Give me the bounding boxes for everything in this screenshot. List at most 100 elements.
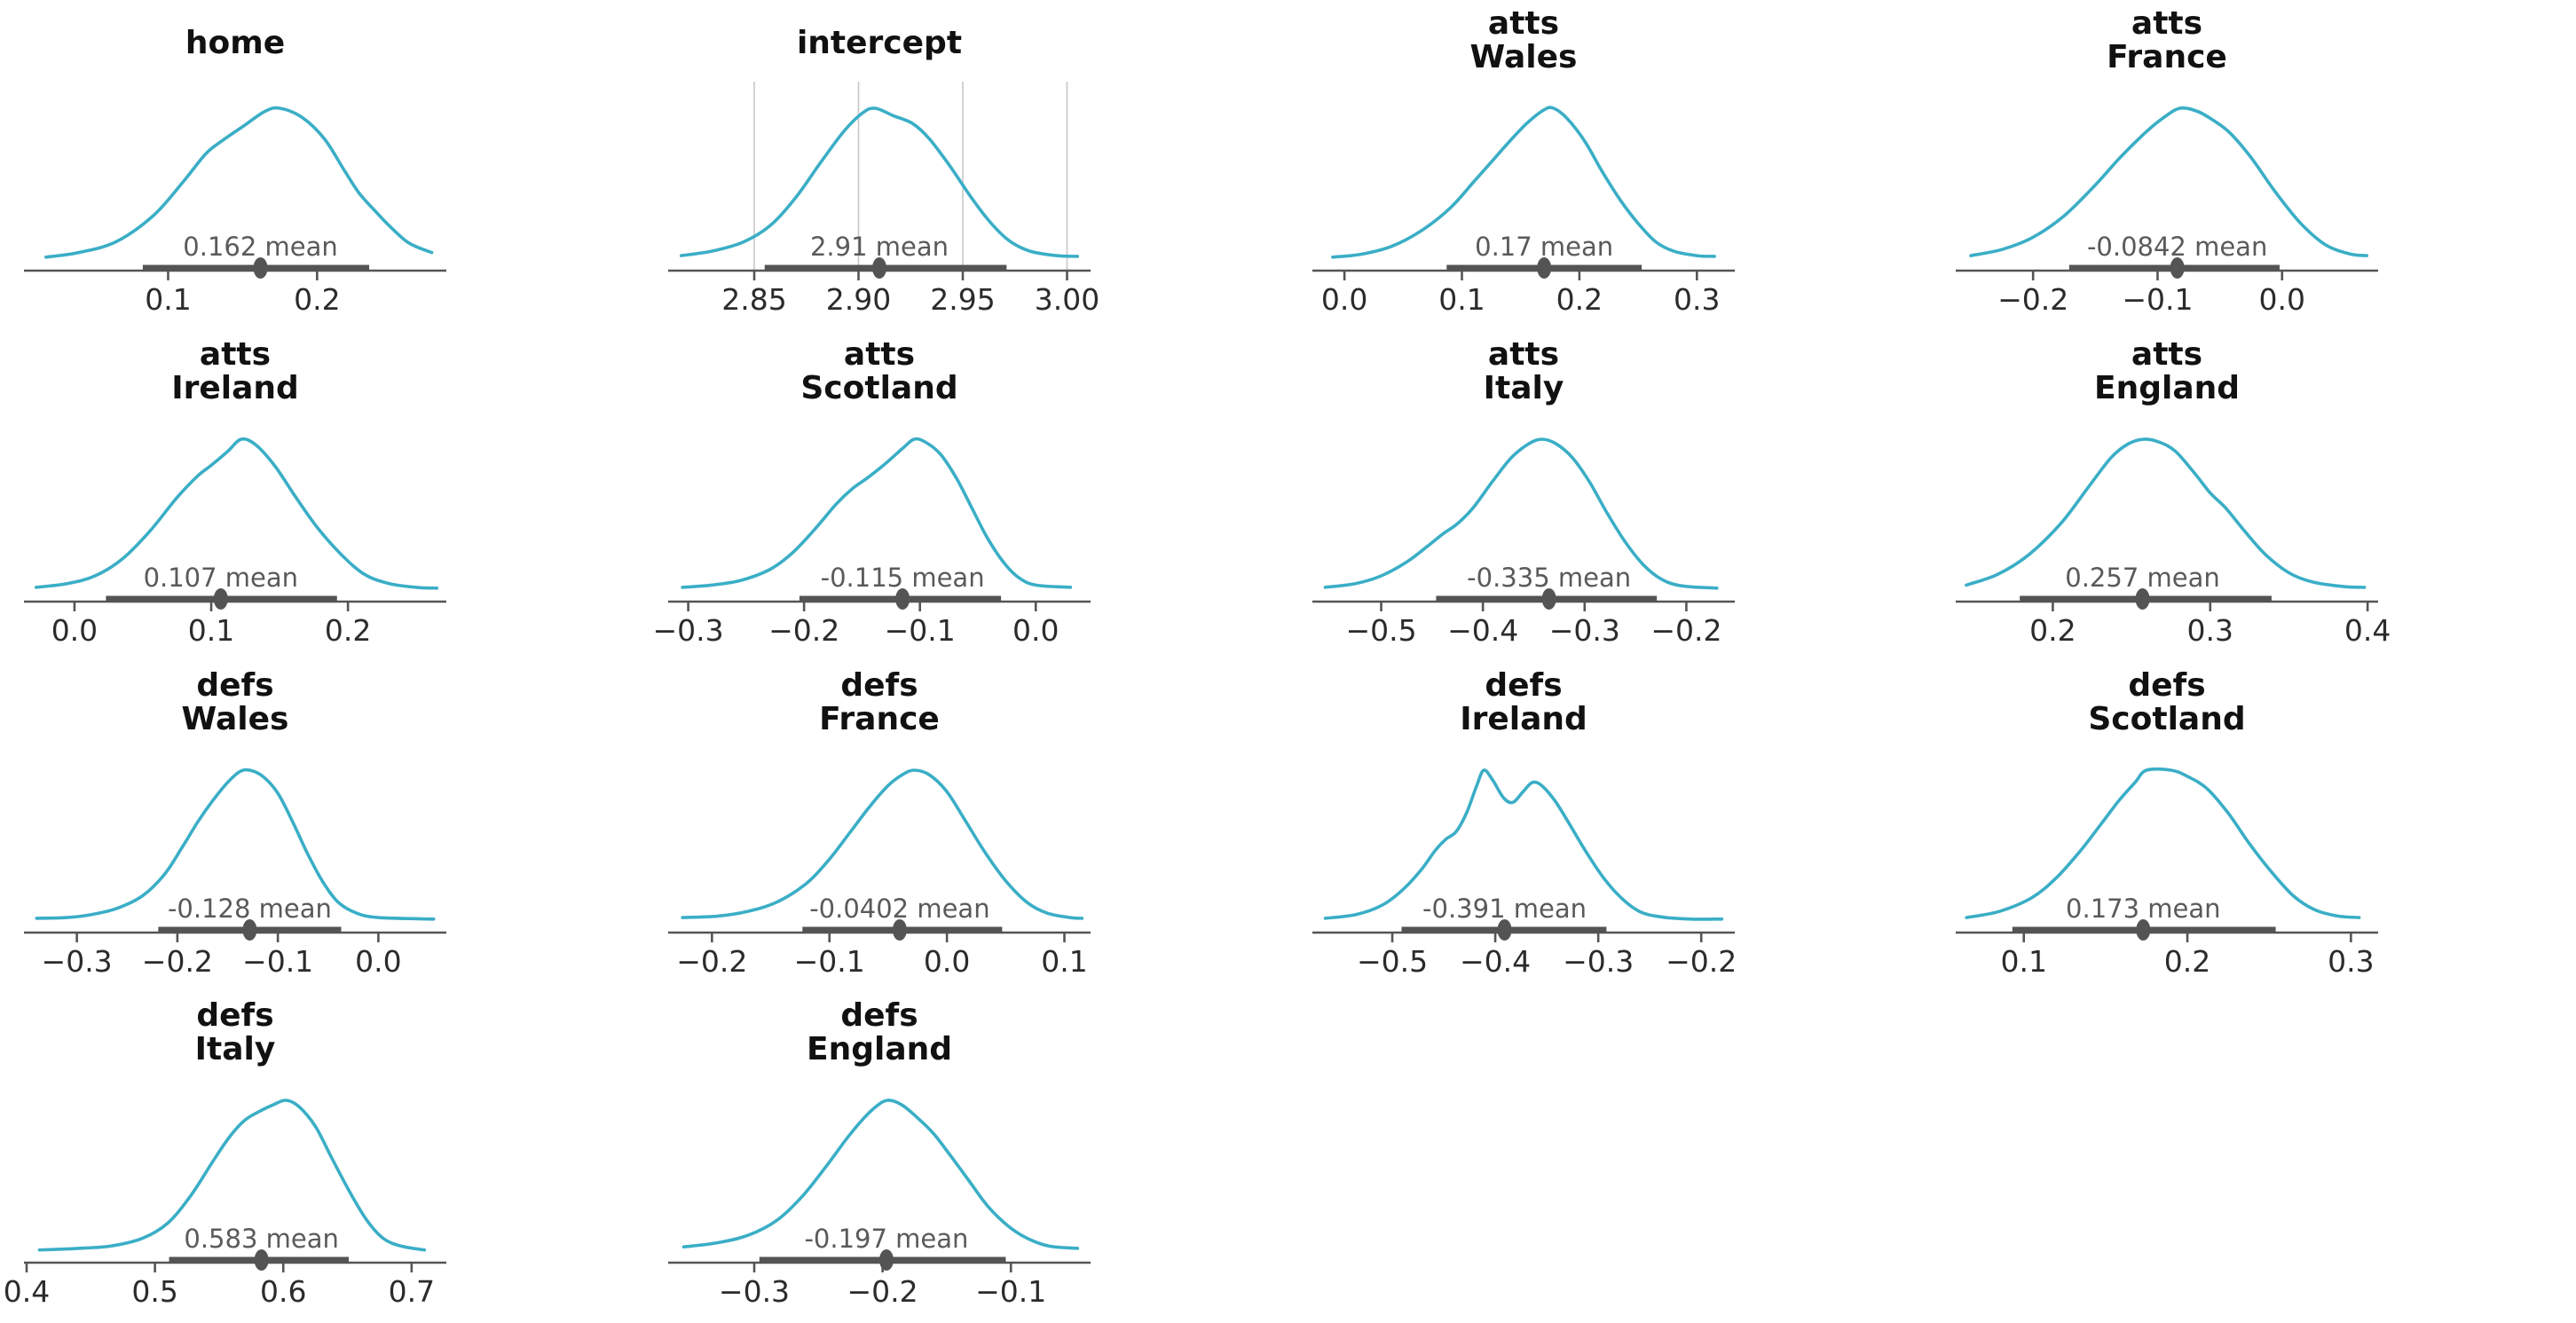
subplot-title: Ireland	[171, 370, 299, 406]
mean-dot	[878, 1249, 894, 1272]
density-subplot: defs Scotland 0.1 0.2 0.3 0.173 mean	[1932, 662, 2576, 993]
subplot-title: intercept	[797, 25, 962, 61]
subplot-title: atts	[844, 336, 915, 373]
density-curve	[679, 106, 1079, 258]
density-curve	[35, 768, 436, 921]
tick-label: −0.2	[676, 944, 747, 979]
tick-label: −0.3	[652, 613, 723, 648]
mean-dot	[242, 918, 257, 941]
mean-label: 0.583 mean	[184, 1224, 338, 1254]
density-curve	[681, 1099, 1079, 1250]
subplot-title: England	[807, 1031, 952, 1067]
tick-label: −0.5	[1356, 944, 1427, 979]
tick-label: −0.3	[1548, 613, 1619, 648]
tick-label: −0.2	[1997, 282, 2068, 317]
tick-label: −0.2	[847, 1274, 918, 1309]
subplot-title: Wales	[182, 701, 289, 737]
subplot-title: home	[185, 25, 285, 61]
tick-label: 0.2	[325, 613, 371, 648]
subplot-title: atts	[200, 336, 271, 373]
density-subplot: defs Ireland −0.5 −0.4 −0.3 −0.2 -0.391 mean	[1288, 662, 1933, 993]
density-curve	[1330, 106, 1716, 259]
tick-label: −0.5	[1345, 613, 1416, 648]
tick-label: 0.2	[2164, 944, 2210, 979]
mean-dot	[2136, 918, 2151, 941]
mean-dot	[2135, 587, 2150, 610]
tick-label: 0.0	[1320, 282, 1367, 317]
tick-label: 0.1	[145, 282, 191, 317]
subplot-title: atts	[1487, 5, 1558, 42]
density-subplot: atts Wales 0.0 0.1 0.2 0.3 0.17 mean	[1288, 0, 1933, 331]
mean-label: 0.162 mean	[183, 232, 337, 262]
density-curve	[681, 768, 1083, 920]
tick-label: 0.4	[4, 1274, 50, 1309]
mean-label: -0.0402 mean	[809, 894, 989, 924]
tick-label: 2.90	[826, 282, 891, 317]
density-curve	[1323, 768, 1723, 921]
mean-dot	[1497, 918, 1512, 941]
tick-label: −0.2	[1650, 613, 1721, 648]
tick-label: 0.1	[1438, 282, 1485, 317]
subplot-title: atts	[2131, 5, 2202, 42]
tick-label: 0.1	[2001, 944, 2047, 979]
mean-label: -0.391 mean	[1422, 894, 1587, 924]
subplot-title: atts	[2131, 336, 2202, 373]
tick-label: −0.1	[884, 613, 955, 648]
mean-label: 0.173 mean	[2066, 894, 2220, 924]
tick-label: −0.3	[1563, 944, 1634, 979]
mean-label: -0.128 mean	[168, 894, 332, 924]
density-subplot: defs Italy 0.4 0.5 0.6 0.7 0.583 mean	[0, 992, 644, 1323]
mean-label: -0.115 mean	[820, 563, 984, 593]
subplot-title: England	[2094, 370, 2240, 406]
subplot-title: Italy	[195, 1031, 276, 1067]
mean-label: -0.335 mean	[1467, 563, 1631, 593]
density-subplot: intercept 2.85 2.90 2.95 3.00 2.91 mean	[644, 0, 1288, 331]
density-curve	[1965, 437, 2367, 589]
subplot-canvas: intercept 2.85 2.90 2.95 3.00 2.91 mean	[667, 25, 1099, 317]
tick-label: 0.3	[2328, 944, 2374, 979]
mean-label: 0.17 mean	[1475, 232, 1613, 262]
tick-label: 0.3	[2187, 613, 2233, 648]
mean-dot	[213, 587, 228, 610]
subplot-title: Scotland	[2089, 701, 2246, 737]
tick-label: 2.95	[930, 282, 995, 317]
density-curve	[1965, 767, 2361, 919]
tick-label: 0.1	[1041, 944, 1087, 979]
subplot-title: defs	[840, 997, 918, 1034]
tick-label: 0.2	[2029, 613, 2076, 648]
tick-label: 0.2	[1556, 282, 1602, 317]
tick-label: −0.1	[975, 1274, 1046, 1309]
tick-label: 0.0	[1012, 613, 1059, 648]
mean-label: 2.91 mean	[810, 232, 949, 262]
tick-label: 3.00	[1035, 282, 1099, 317]
density-curve	[37, 1099, 427, 1252]
tick-label: 0.0	[924, 944, 970, 979]
density-subplot: atts Italy −0.5 −0.4 −0.3 −0.2 -0.335 mean	[1288, 331, 1933, 662]
tick-label: 0.7	[389, 1274, 435, 1309]
tick-label: 0.0	[2259, 282, 2305, 317]
tick-label: −0.1	[242, 944, 313, 979]
tick-label: −0.2	[142, 944, 213, 979]
density-subplot: defs France −0.2 −0.1 0.0 0.1 -0.0402 mean	[644, 662, 1288, 993]
mean-dot	[254, 1249, 269, 1272]
tick-label: −0.4	[1460, 944, 1531, 979]
tick-label: 0.4	[2344, 613, 2391, 648]
subplot-title: France	[819, 701, 940, 737]
subplot-title: Scotland	[800, 370, 957, 406]
density-subplot: atts Ireland 0.0 0.1 0.2 0.107 mean	[0, 331, 644, 662]
density-curve	[1969, 106, 2369, 257]
mean-label: 0.107 mean	[144, 563, 298, 593]
tick-label: −0.3	[719, 1274, 790, 1309]
subplot-title: defs	[840, 667, 918, 704]
subplot-title: Ireland	[1460, 701, 1587, 737]
subplot-title: defs	[196, 997, 273, 1034]
